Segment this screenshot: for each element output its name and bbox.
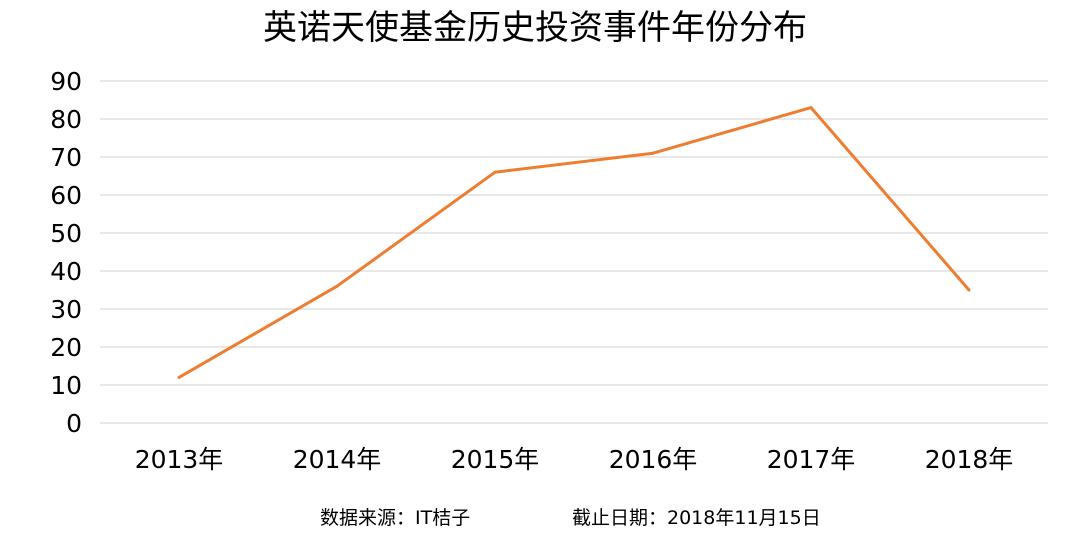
y-tick-label: 90: [50, 67, 82, 96]
y-axis-ticks: 0 10 20 30 40 50 60 70 80 90: [50, 67, 82, 438]
source-note: 数据来源：IT桔子: [320, 507, 471, 529]
y-tick-label: 10: [50, 371, 82, 400]
data-point: [967, 288, 971, 292]
x-tick-label: 2018年: [925, 445, 1014, 474]
chart-title: 英诺天使基金历史投资事件年份分布: [263, 8, 807, 48]
y-tick-label: 40: [50, 257, 82, 286]
data-point: [651, 151, 655, 155]
x-tick-label: 2014年: [293, 445, 382, 474]
y-tick-label: 20: [50, 333, 82, 362]
y-tick-label: 50: [50, 219, 82, 248]
series-layer: [177, 106, 971, 379]
data-point: [335, 284, 339, 288]
x-tick-label: 2015年: [451, 445, 540, 474]
data-point: [177, 375, 181, 379]
x-tick-label: 2013年: [135, 445, 224, 474]
x-tick-label: 2016年: [609, 445, 698, 474]
data-point: [493, 170, 497, 174]
date-note: 截止日期：2018年11月15日: [572, 507, 821, 529]
y-tick-label: 0: [66, 409, 82, 438]
x-tick-label: 2017年: [767, 445, 856, 474]
gridlines: [100, 80, 1048, 424]
series-line: [178, 106, 971, 379]
y-tick-label: 60: [50, 181, 82, 210]
data-point: [809, 106, 813, 110]
y-tick-label: 70: [50, 143, 82, 172]
line-chart: 0 10 20 30 40 50 60 70 80 90 2013年 2014年 2015年 2016年…: [50, 67, 1048, 474]
y-tick-label: 30: [50, 295, 82, 324]
y-tick-label: 80: [50, 105, 82, 134]
x-axis-ticks: 2013年 2014年 2015年 2016年 2017年 2018年: [135, 445, 1014, 474]
